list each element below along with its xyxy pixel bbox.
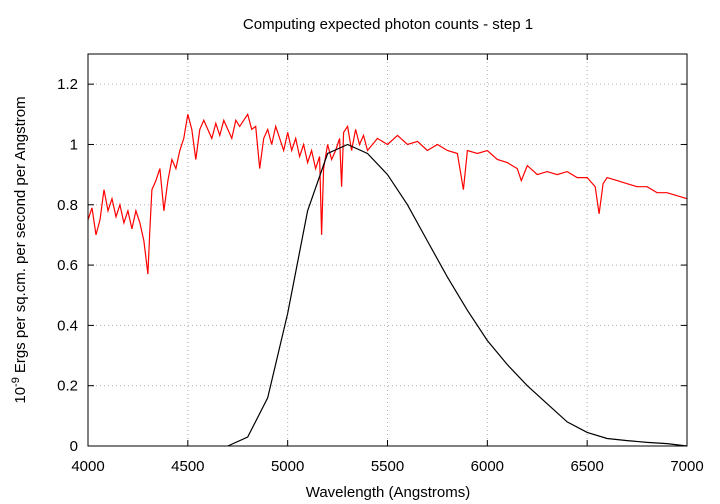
- y-tick-label: 0.2: [57, 378, 78, 395]
- x-tick-label: 4500: [171, 458, 204, 475]
- y-tick-label: 0.8: [57, 197, 78, 214]
- y-tick-label: 0.6: [57, 257, 78, 274]
- y-label-text: Ergs per sq.cm. per second per Angstrom: [12, 96, 29, 373]
- chart-title: Computing expected photon counts - step …: [243, 16, 533, 33]
- y-axis-label: 10-9 Ergs per sq.cm. per second per Angst…: [10, 96, 29, 403]
- x-axis-label: Wavelength (Angstroms): [306, 484, 471, 501]
- x-tick-label: 5500: [371, 458, 404, 475]
- y-tick-label: 0: [70, 438, 78, 455]
- plot-border: [87, 53, 688, 447]
- x-tick-label: 4000: [71, 458, 104, 475]
- x-tick-label: 7000: [670, 458, 703, 475]
- series-line: [227, 143, 688, 447]
- x-tick-label: 5000: [271, 458, 304, 475]
- y-tick-label: 1.2: [57, 76, 78, 93]
- y-tick-label: 0.4: [57, 317, 78, 334]
- y-tick-label: 1: [70, 136, 78, 153]
- y-label-exponent: -9: [10, 377, 22, 387]
- series-line: [87, 112, 688, 275]
- x-tick-label: 6500: [570, 458, 603, 475]
- y-label-base: 10: [12, 387, 29, 404]
- x-tick-label: 6000: [471, 458, 504, 475]
